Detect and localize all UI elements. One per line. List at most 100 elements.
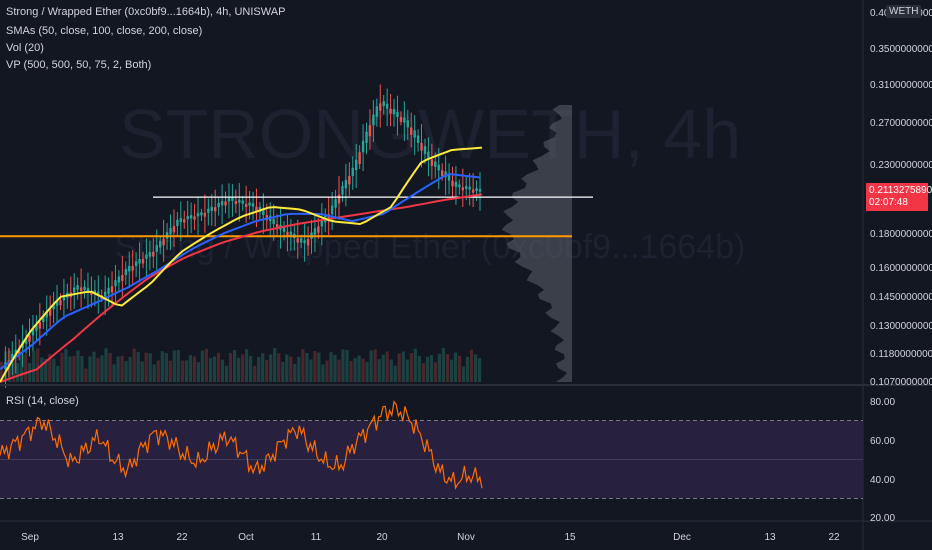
candle-body (214, 207, 217, 212)
volume-bar (349, 361, 353, 382)
volume-bar (337, 359, 341, 382)
candle-body (189, 215, 193, 219)
volume-bar (405, 359, 409, 382)
candle-body (282, 227, 286, 232)
volume-bar (60, 352, 64, 382)
candle-body (382, 101, 385, 107)
volume-bar (301, 349, 305, 382)
candle-body (444, 171, 447, 178)
volume-bar (20, 354, 24, 382)
rsi-tick-label: 80.00 (870, 397, 895, 408)
candle-body (24, 337, 28, 344)
candle-body (248, 202, 251, 206)
price-tick-label: 0.1300000000 (870, 321, 932, 332)
indicator-volume[interactable]: Vol (20) (6, 42, 44, 54)
volume-bar (381, 354, 385, 382)
volume-bar (437, 353, 441, 382)
volume-bar (88, 356, 92, 382)
candle-body (79, 287, 83, 291)
candle-body (17, 347, 21, 355)
sma50-line (0, 146, 483, 383)
volume-bar (293, 363, 297, 382)
volume-bar (188, 355, 192, 382)
candle-body (155, 245, 158, 252)
time-tick-label: 20 (376, 532, 388, 543)
candle-body (454, 181, 458, 187)
candle-body (358, 152, 361, 165)
candle-body (440, 170, 444, 176)
volume-bar (241, 354, 245, 382)
candle-body (410, 127, 413, 135)
volume-bar (393, 365, 397, 382)
time-tick-label: Nov (457, 532, 475, 543)
time-tick-label: 15 (564, 532, 576, 543)
volume-bar (465, 356, 470, 382)
candle-body (110, 286, 114, 293)
sma200-line (0, 193, 483, 383)
candle-body (93, 290, 97, 294)
candle-body (355, 159, 358, 171)
volume-bar (200, 350, 204, 382)
candle-body (169, 227, 172, 235)
volume-bar (281, 361, 285, 382)
volume-bar (249, 355, 253, 382)
candle-body (138, 258, 141, 264)
rsi-label[interactable]: RSI (14, close) (6, 395, 79, 407)
price-tick-label: 0.1070000000 (870, 377, 932, 388)
candle-body (134, 261, 138, 266)
volume-bar (425, 356, 429, 382)
rsi-tick-label: 20.00 (870, 513, 895, 524)
volume-bar (76, 350, 80, 382)
volume-bar (196, 362, 200, 382)
price-tick-label: 0.2700000000 (870, 118, 932, 129)
volume-bar (233, 350, 237, 382)
volume-bar (257, 356, 261, 382)
candle-body (145, 254, 148, 259)
candle-body (372, 114, 375, 126)
volume-bar (373, 349, 377, 382)
candle-body (420, 143, 423, 151)
volume-profile (501, 105, 572, 382)
candle-body (471, 189, 475, 193)
candle-body (76, 285, 79, 290)
candle-body (275, 224, 279, 230)
candle-body (389, 108, 392, 114)
volume-bar (409, 353, 413, 382)
candle-body (403, 117, 406, 123)
price-unit-badge[interactable]: WETH (886, 5, 922, 18)
indicator-sma[interactable]: SMAs (50, close, 100, close, 200, close) (6, 25, 203, 37)
candle-body (465, 185, 468, 189)
candle-body (193, 216, 196, 220)
volume-bar (397, 353, 401, 382)
volume-bar (228, 353, 233, 382)
candle-body (375, 106, 379, 117)
volume-bar (469, 349, 474, 382)
candle-body (330, 205, 334, 215)
volume-bar (321, 364, 325, 382)
volume-bar (357, 355, 361, 382)
volume-bar (261, 353, 265, 382)
candle-body (97, 291, 100, 296)
volume-bar (341, 349, 345, 382)
candle-body (196, 213, 200, 217)
rsi-tick-label: 40.00 (870, 475, 895, 486)
volume-bar (237, 357, 241, 382)
candle-body (124, 269, 127, 276)
candle-body (344, 179, 348, 189)
volume-bar (124, 361, 128, 382)
candle-body (231, 197, 234, 201)
volume-bar (369, 350, 373, 382)
volume-bar (285, 354, 289, 382)
volume-bar (417, 355, 421, 382)
candle-body (437, 164, 440, 171)
candle-body (434, 161, 437, 167)
volume-bar (68, 356, 72, 382)
candle-body (73, 287, 76, 293)
chart-title[interactable]: Strong / Wrapped Ether (0xc0bf9...1664b)… (6, 6, 286, 18)
volume-bar (345, 349, 349, 382)
candle-body (244, 203, 248, 207)
price-tick-label: 0.1600000000 (870, 263, 932, 274)
candle-body (365, 131, 368, 143)
indicator-vp[interactable]: VP (500, 500, 50, 75, 2, Both) (6, 59, 152, 71)
volume-bar (104, 348, 108, 382)
